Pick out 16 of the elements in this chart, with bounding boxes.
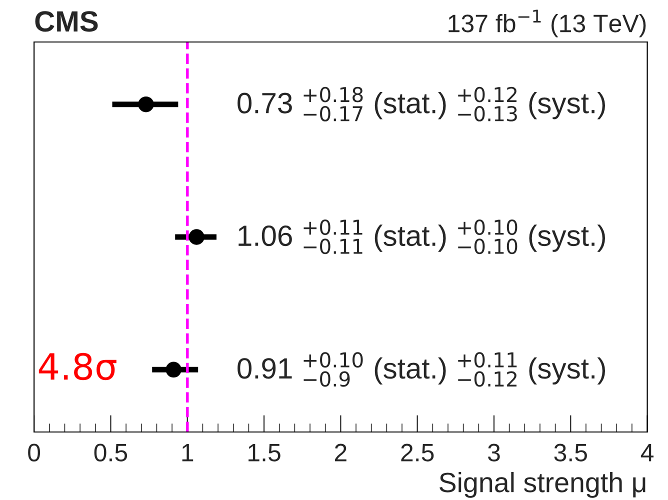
chart-subtitle: 137 fb$^{−1}$ (13 TeV) bbox=[448, 10, 646, 38]
x-tick-label: 0.5 bbox=[94, 444, 128, 462]
annotation: 4.8σ bbox=[38, 352, 116, 380]
x-tick-label: 4 bbox=[640, 444, 654, 462]
x-axis-title: Signal strength μ bbox=[440, 472, 646, 498]
x-tick-label: 1.5 bbox=[248, 444, 280, 462]
chart-title: CMS bbox=[35, 11, 98, 32]
x-tick-label: 2 bbox=[334, 444, 346, 462]
text: 0.91 $^{+0.10}$$_{−0.9}$ (stat.) $^{+0.11}$$_{−0.12}$ (syst.) bbox=[238, 352, 606, 387]
annotation: 1.06 $^{+0.11}$$_{−0.11}$ (stat.) $^{+0.10}$$_{−0.10}$ (syst.) bbox=[238, 220, 606, 254]
x-tick-label: 3.5 bbox=[554, 444, 587, 462]
x-tick-label: 2.5 bbox=[401, 444, 434, 462]
x-tick-label: 1 bbox=[182, 444, 194, 462]
x-tick-label: 0 bbox=[28, 444, 40, 462]
x-tick-label: 3 bbox=[488, 444, 500, 462]
annotation: 0.73 $^{+0.18}$$_{−0.17}$ (stat.) $^{+0.12}$$_{−0.13}$ (syst.) bbox=[238, 86, 606, 122]
